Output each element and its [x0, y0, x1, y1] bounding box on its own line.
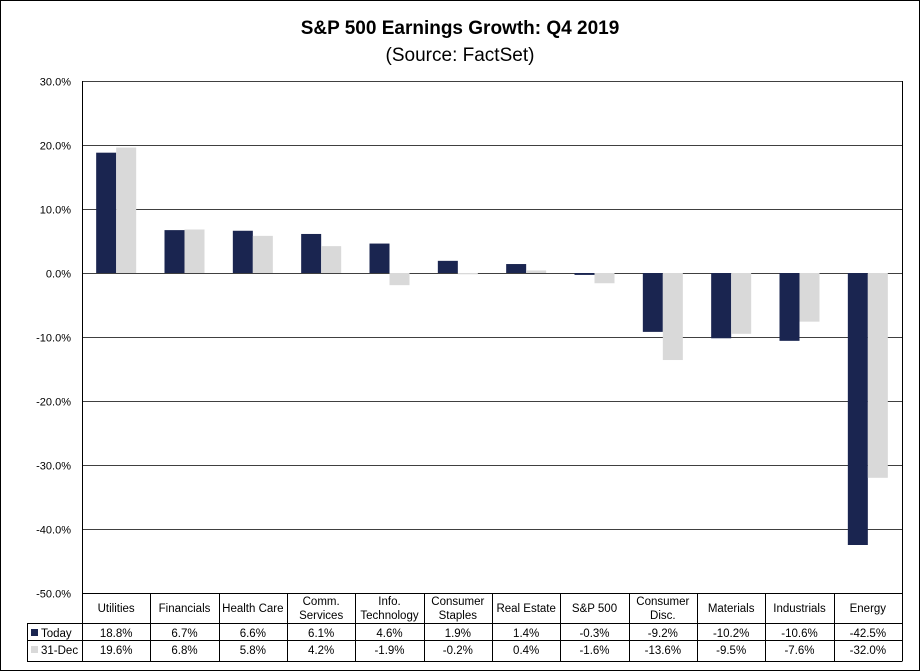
- data-label: 19.6%: [100, 645, 133, 657]
- legend-key-dec31: [31, 646, 38, 653]
- bars: [96, 147, 888, 545]
- bar-dec31-4: [389, 273, 410, 286]
- bar-today-11: [847, 273, 868, 545]
- data-label: -10.6%: [781, 628, 817, 640]
- data-label: -32.0%: [850, 645, 886, 657]
- data-label: -9.5%: [716, 645, 746, 657]
- legend-label-today: Today: [41, 628, 72, 640]
- data-label: 1.9%: [445, 628, 471, 640]
- bar-today-0: [96, 152, 117, 273]
- category-label: Real Estate: [496, 603, 555, 615]
- data-label: -0.3%: [579, 628, 609, 640]
- bar-dec31-8: [662, 273, 683, 361]
- legend-key-today: [31, 629, 38, 636]
- category-label: Technology: [360, 610, 418, 622]
- bar-today-1: [164, 230, 185, 273]
- data-label: -9.2%: [648, 628, 678, 640]
- bar-today-4: [369, 243, 390, 273]
- data-label: -10.2%: [713, 628, 749, 640]
- bar-today-7: [574, 273, 595, 275]
- data-label: 1.4%: [513, 628, 539, 640]
- bar-dec31-6: [526, 270, 547, 273]
- bar-today-9: [711, 273, 732, 339]
- y-tick-label: 30.0%: [40, 77, 71, 89]
- data-table: Utilities Financials Health Care Comm. Servi…: [27, 593, 903, 662]
- data-label: 4.2%: [308, 645, 334, 657]
- y-tick-label: -30.0%: [36, 461, 71, 473]
- data-label: -0.2%: [443, 645, 473, 657]
- category-label: Consumer: [431, 596, 484, 608]
- data-label: 18.8%: [100, 628, 133, 640]
- category-label: Utilities: [98, 603, 135, 615]
- category-label: Materials: [708, 603, 755, 615]
- bar-today-8: [642, 273, 663, 332]
- bar-dec31-3: [321, 246, 342, 273]
- data-label: 6.6%: [240, 628, 266, 640]
- category-label: Info.: [378, 596, 400, 608]
- category-label: Disc.: [650, 610, 676, 622]
- category-label: S&P 500: [572, 603, 617, 615]
- category-label: Energy: [850, 603, 887, 615]
- data-label: 5.8%: [240, 645, 266, 657]
- chart-title: S&P 500 Earnings Growth: Q4 2019: [301, 18, 620, 39]
- data-label: 6.7%: [171, 628, 197, 640]
- data-label: -1.9%: [374, 645, 404, 657]
- bar-dec31-10: [799, 273, 820, 322]
- data-label: -1.6%: [579, 645, 609, 657]
- category-label: Industrials: [773, 603, 826, 615]
- y-tick-label: 0.0%: [46, 269, 71, 281]
- bar-today-10: [779, 273, 800, 341]
- data-label: 6.8%: [171, 645, 197, 657]
- bar-dec31-5: [457, 273, 478, 275]
- bar-today-2: [232, 230, 253, 273]
- data-label: -42.5%: [850, 628, 886, 640]
- y-tick-label: -20.0%: [36, 397, 71, 409]
- legend-label-dec31: 31-Dec: [41, 645, 78, 657]
- data-label: 0.4%: [513, 645, 539, 657]
- category-label: Comm.: [303, 596, 340, 608]
- y-tick-label: -10.0%: [36, 333, 71, 345]
- bar-today-6: [506, 264, 527, 273]
- category-label: Consumer: [636, 596, 689, 608]
- data-label: 6.1%: [308, 628, 334, 640]
- category-label: Services: [299, 610, 343, 622]
- axes: 30.0% 20.0% 10.0% 0.0% -10.0% -20.0% -30.0% -40…: [36, 77, 903, 661]
- bar-dec31-7: [594, 273, 615, 284]
- bar-dec31-1: [184, 229, 205, 273]
- category-label: Staples: [439, 610, 478, 622]
- data-label: 4.6%: [376, 628, 402, 640]
- bar-dec31-9: [731, 273, 752, 334]
- y-tick-label: 20.0%: [40, 141, 71, 153]
- bar-dec31-0: [116, 147, 137, 273]
- category-label: Financials: [159, 603, 211, 615]
- bar-dec31-11: [867, 273, 888, 478]
- y-tick-label: -40.0%: [36, 525, 71, 537]
- y-tick-label: 10.0%: [40, 205, 71, 217]
- data-label: -13.6%: [645, 645, 681, 657]
- bar-today-3: [301, 233, 322, 273]
- bar-today-5: [437, 260, 458, 273]
- category-label: Health Care: [222, 603, 283, 615]
- data-label: -7.6%: [784, 645, 814, 657]
- bar-dec31-2: [252, 235, 273, 273]
- chart-subtitle: (Source: FactSet): [386, 45, 535, 66]
- y-tick-label: -50.0%: [36, 589, 71, 601]
